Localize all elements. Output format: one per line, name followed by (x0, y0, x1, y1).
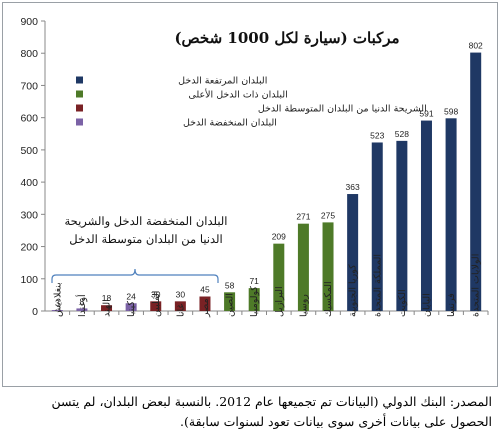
y-tick-label: 400 (20, 177, 38, 189)
x-category-label: كينيا (126, 301, 137, 317)
bar (470, 52, 482, 311)
bar (396, 140, 408, 311)
y-tick-label: 500 (20, 145, 38, 157)
bar (51, 310, 63, 311)
bar (199, 296, 211, 311)
x-category-label: المكسيك (323, 281, 334, 317)
legend-swatch (76, 118, 83, 126)
bar-value-label: 591 (419, 109, 433, 119)
y-tick-label: 600 (20, 113, 38, 125)
legend-swatch (76, 104, 83, 112)
x-category-label: الصين (225, 293, 236, 317)
bar (347, 194, 359, 311)
bar (150, 301, 162, 311)
x-category-label: كوريا الجنوبية (348, 264, 359, 317)
bar (76, 308, 88, 311)
bar (125, 303, 137, 311)
bar-value-label: 523 (370, 130, 384, 140)
bar-value-label: 71 (249, 276, 259, 286)
x-category-label: البرازيل (274, 286, 285, 317)
bar-value-label: 363 (346, 182, 360, 192)
bar-value-label: 24 (126, 291, 136, 301)
y-tick-label: 800 (20, 48, 38, 60)
x-category-label: الهند (102, 299, 113, 317)
x-category-label: الكويت (397, 289, 408, 317)
chart-frame: 0 100 200 300 400 500 600 700 800 900 3 بنغلاديش 8 أو… (2, 2, 498, 387)
x-category-label: أوغندا (75, 294, 88, 317)
x-category-label: روسيا (298, 294, 309, 317)
annotation-line-1: البلدان المنخفضة الدخل والشريحة (64, 214, 227, 228)
bar-value-label: 45 (200, 285, 210, 295)
x-category-label: المملكة المتحدة (372, 254, 383, 317)
x-category-label: اليابان (421, 293, 432, 317)
bar-value-label: 58 (225, 280, 235, 290)
bar (420, 120, 432, 311)
x-category-label: غانا (175, 304, 186, 317)
source-note: المصدر: البنك الدولي (البيانات تم تجميعه… (51, 394, 492, 429)
bar-value-label: 8 (80, 296, 85, 306)
bar-value-label: 275 (321, 210, 335, 220)
bar-value-label: 30 (151, 289, 161, 299)
y-tick-label: 700 (20, 80, 38, 92)
x-category-label: الفلبين (151, 291, 162, 317)
bar (445, 118, 457, 311)
x-category-label: مصر (200, 298, 211, 318)
bar (248, 288, 260, 311)
bar (224, 292, 236, 311)
x-category-label: كولومبيا (249, 286, 260, 317)
annotation-brace (51, 268, 219, 283)
x-category-label: بنغلاديش (52, 282, 63, 317)
legend-swatch (76, 76, 83, 84)
bar (174, 301, 186, 311)
bar-value-label: 271 (296, 212, 310, 222)
bar (371, 142, 383, 311)
y-tick-label: 300 (20, 209, 38, 221)
y-tick-label: 900 (20, 16, 38, 28)
y-tick-label: 200 (20, 242, 38, 254)
y-tick-label: 100 (20, 274, 38, 286)
bar (101, 305, 113, 311)
bar-value-label: 528 (395, 129, 409, 139)
x-category-label: الولايات المتحدة (471, 254, 482, 317)
bar-value-label: 30 (176, 289, 186, 299)
chart-title: مركبات (سيارة لكل 1000 شخص) (174, 29, 399, 47)
legend-label: الشريحة الدنيا من البلدان المتوسطة الدخل (258, 104, 427, 115)
bar-value-label: 18 (102, 293, 112, 303)
bar (322, 222, 334, 311)
bar-value-label: 3 (55, 298, 60, 308)
bar-value-label: 802 (469, 41, 483, 51)
bar (297, 223, 309, 311)
y-tick-label: 0 (32, 306, 38, 318)
legend-swatch (76, 90, 83, 98)
legend-label: البلدان المرتفعة الدخل (178, 76, 267, 87)
x-category-label: فرنسا (446, 293, 457, 317)
legend-label: البلدان المنخفضة الدخل (183, 118, 277, 129)
annotation-line-2: الدنيا من البلدان متوسطة الدخل (69, 232, 222, 246)
bar-value-label: 209 (272, 232, 286, 242)
bar (273, 243, 285, 311)
legend-label: البلدان ذات الدخل الأعلى (188, 89, 287, 101)
bar-value-label: 598 (444, 106, 458, 116)
